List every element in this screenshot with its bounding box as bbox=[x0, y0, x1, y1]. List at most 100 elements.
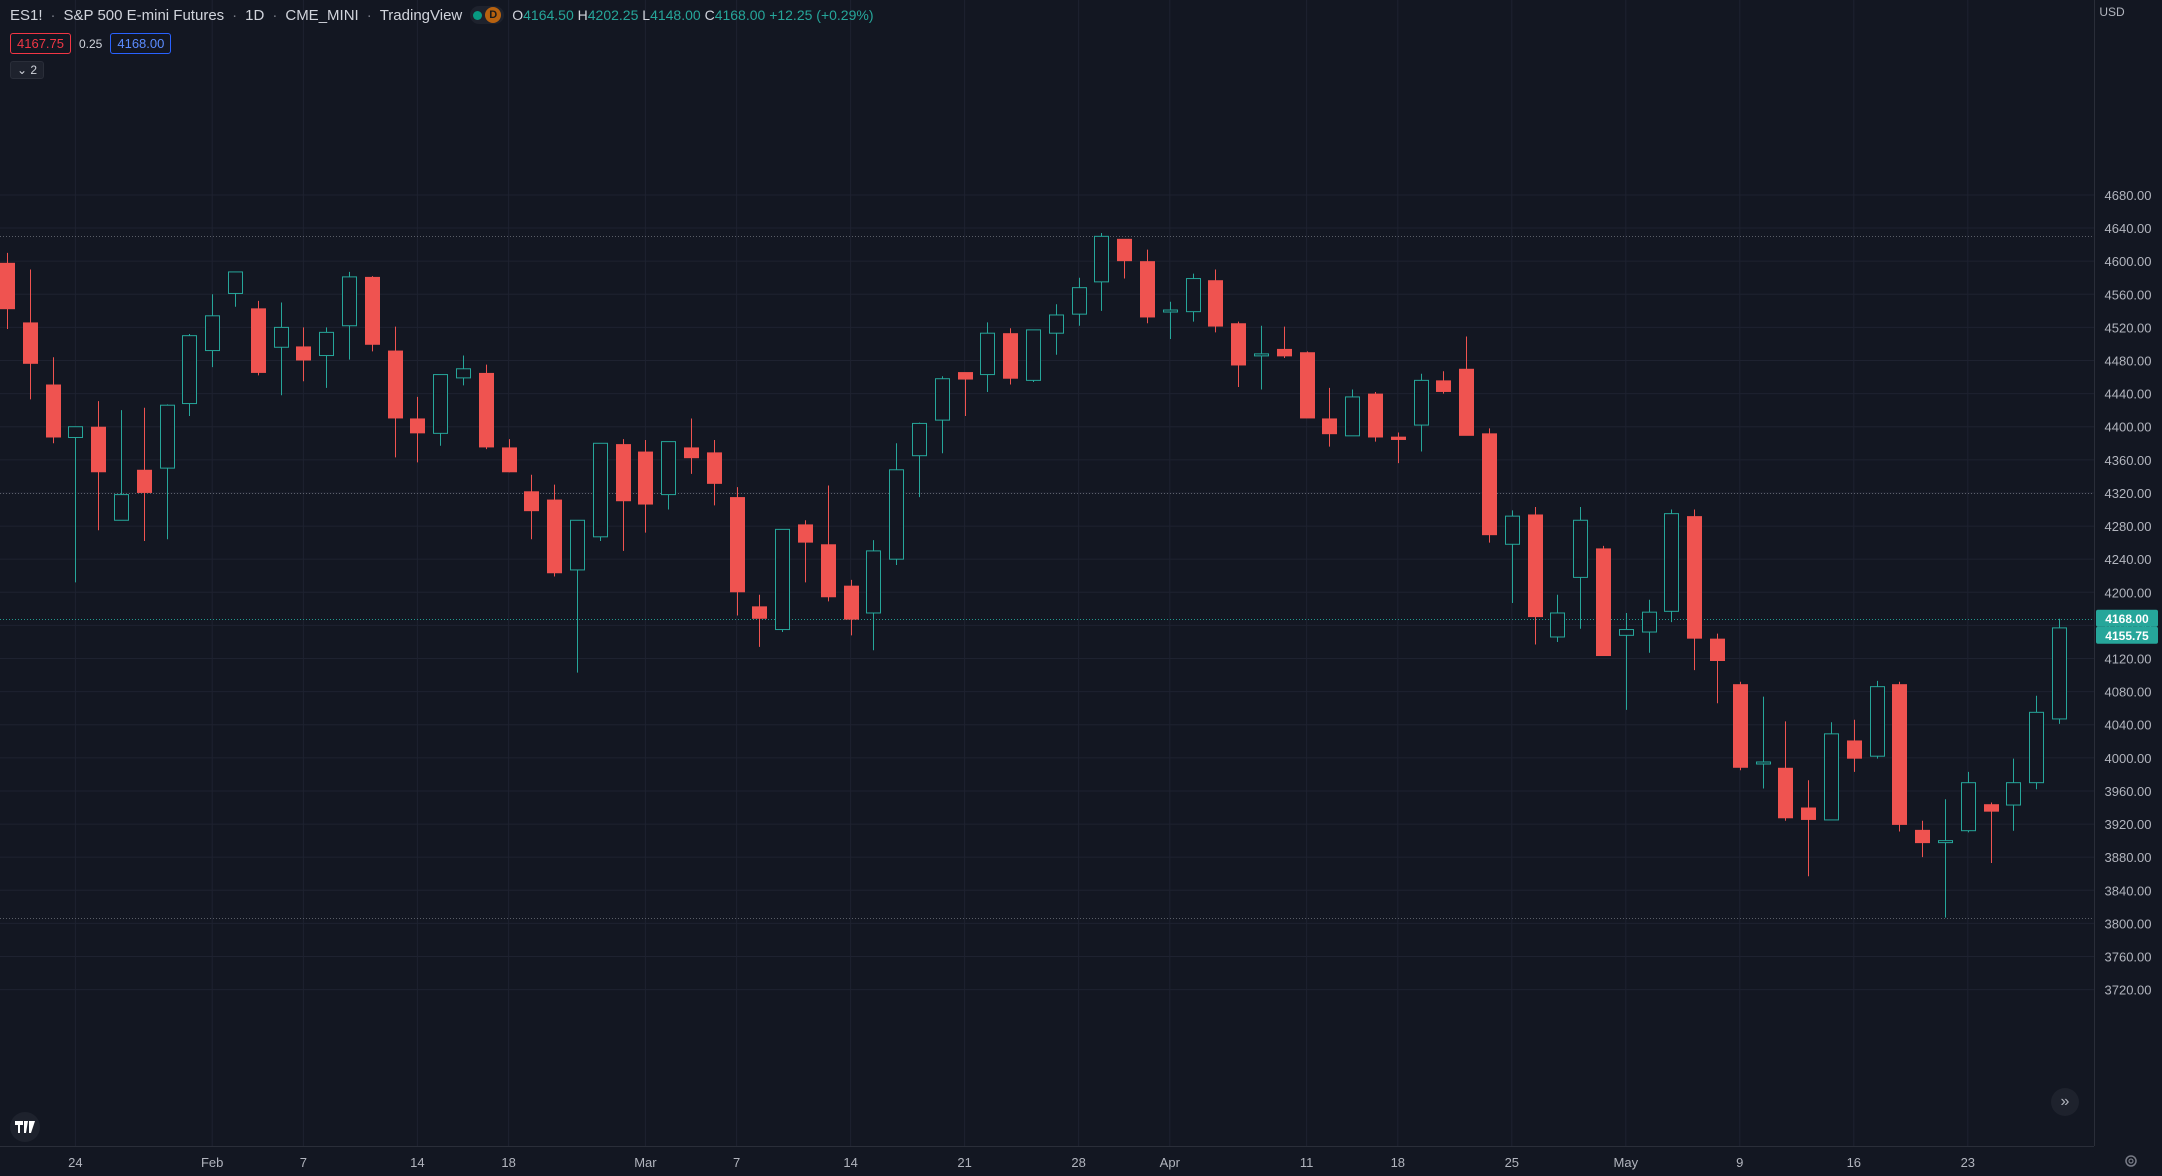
y-tick-label: 4480.00 bbox=[2105, 354, 2152, 369]
symbol-ticker[interactable]: ES1! bbox=[10, 6, 43, 24]
candle-body-up bbox=[114, 494, 129, 521]
candle-body-up bbox=[775, 528, 790, 631]
candle-body-down bbox=[1208, 280, 1223, 327]
candle-body-up bbox=[593, 442, 608, 538]
tradingview-logo-icon[interactable] bbox=[10, 1112, 40, 1142]
x-tick-label: 25 bbox=[1505, 1155, 1519, 1170]
candle-body-down bbox=[1436, 380, 1451, 392]
candle-body-up bbox=[1254, 353, 1269, 357]
candle-body-down bbox=[1300, 352, 1315, 419]
high-value: 4202.25 bbox=[587, 7, 639, 23]
delayed-data-badge[interactable]: D bbox=[485, 7, 502, 23]
candle-body-up bbox=[1573, 519, 1588, 578]
candle-body-down bbox=[1231, 323, 1246, 366]
x-tick-label: 7 bbox=[300, 1155, 307, 1170]
candle-body-down bbox=[1482, 433, 1497, 536]
low-value: 4148.00 bbox=[650, 7, 701, 23]
candle-body-up bbox=[456, 368, 471, 379]
candle-body-down bbox=[1801, 807, 1816, 820]
legend-separator: · bbox=[50, 6, 56, 24]
x-tick-label: 21 bbox=[957, 1155, 971, 1170]
y-tick-label: 4440.00 bbox=[2105, 387, 2152, 402]
candle-body-up bbox=[1094, 235, 1109, 283]
x-tick-label: 28 bbox=[1071, 1155, 1085, 1170]
candle-body-up bbox=[661, 441, 676, 496]
spread-value: 0.25 bbox=[79, 36, 103, 51]
candle-body-up bbox=[1072, 287, 1087, 315]
last-price-tag bbox=[2096, 609, 2158, 627]
candle-body-up bbox=[1414, 379, 1429, 426]
currency-label: USD bbox=[2099, 5, 2125, 19]
candle-body-down bbox=[958, 372, 973, 380]
x-tick-label: 7 bbox=[733, 1155, 740, 1170]
candle-body-down bbox=[1596, 548, 1611, 657]
y-tick-label: 4560.00 bbox=[2105, 287, 2152, 302]
exchange-label: CME_MINI bbox=[285, 6, 359, 24]
candle-body-down bbox=[1117, 238, 1132, 262]
candle-body-down bbox=[844, 585, 859, 620]
candle-body-down bbox=[1459, 368, 1474, 436]
candle-body-down bbox=[365, 276, 380, 345]
y-tick-label: 3920.00 bbox=[2105, 817, 2152, 832]
legend-separator: · bbox=[366, 6, 372, 24]
symbol-legend: ES1! · S&P 500 E-mini Futures · 1D · CME… bbox=[10, 6, 873, 24]
candle-body-up bbox=[1505, 515, 1520, 545]
candle-body-down bbox=[296, 346, 311, 361]
candle-body-up bbox=[1938, 840, 1953, 844]
candle-body-down bbox=[502, 447, 517, 473]
candle-body-down bbox=[798, 524, 813, 543]
x-tick-label: Mar bbox=[634, 1155, 657, 1170]
candle-body-up bbox=[2052, 627, 2067, 720]
quote-row: 4167.75 0.25 4168.00 bbox=[10, 33, 172, 54]
indicators-toggle-button[interactable]: ⌄ 2 bbox=[10, 61, 45, 79]
buy-price-button[interactable]: 4168.00 bbox=[110, 33, 172, 54]
candle-body-down bbox=[1915, 829, 1930, 844]
legend-separator: · bbox=[272, 6, 278, 24]
candle-body-up bbox=[866, 550, 881, 614]
candle-body-up bbox=[935, 378, 950, 421]
y-tick-label: 4040.00 bbox=[2105, 718, 2152, 733]
candle-body-down bbox=[410, 418, 425, 434]
y-tick-label: 4240.00 bbox=[2105, 552, 2152, 567]
market-status[interactable]: D bbox=[470, 6, 505, 24]
y-tick-label: 3960.00 bbox=[2105, 784, 2152, 799]
candle-body-down bbox=[1277, 348, 1292, 357]
data-source-label: TradingView bbox=[379, 6, 463, 24]
tv-logo-mark bbox=[15, 1121, 35, 1133]
candle-body-up bbox=[68, 426, 83, 438]
last-price-label: 4168.00 bbox=[2105, 612, 2149, 626]
chart-settings-gear-icon[interactable] bbox=[2121, 1151, 2141, 1171]
candle-body-down bbox=[730, 497, 745, 593]
prev-close-tag bbox=[2096, 626, 2158, 644]
chevron-down-icon: ⌄ bbox=[17, 63, 28, 77]
candle-body-up bbox=[228, 271, 243, 294]
candle-body-down bbox=[1733, 684, 1748, 768]
candle-body-up bbox=[1619, 629, 1634, 636]
candle-body-up bbox=[2006, 782, 2021, 806]
sell-price-button[interactable]: 4167.75 bbox=[10, 33, 71, 54]
interval-label[interactable]: 1D bbox=[245, 6, 265, 24]
y-tick-label: 4520.00 bbox=[2105, 320, 2152, 335]
candle-body-up bbox=[274, 326, 289, 348]
candle-body-down bbox=[1368, 393, 1383, 438]
candle-body-down bbox=[1984, 804, 1999, 812]
y-tick-label: 4280.00 bbox=[2105, 519, 2152, 534]
candle-body-down bbox=[1140, 261, 1155, 318]
x-tick-label: Feb bbox=[201, 1155, 223, 1170]
candle-body-down bbox=[23, 322, 38, 364]
candle-body-up bbox=[433, 374, 448, 434]
candle-body-down bbox=[707, 452, 722, 484]
candle-body-down bbox=[1778, 767, 1793, 819]
y-tick-label: 4000.00 bbox=[2105, 751, 2152, 766]
price-axis-panel bbox=[2094, 0, 2162, 1176]
x-tick-label: Apr bbox=[1160, 1155, 1181, 1170]
candle-body-down bbox=[251, 308, 266, 373]
scroll-to-realtime-button[interactable]: » bbox=[2051, 1088, 2079, 1116]
symbol-description[interactable]: S&P 500 E-mini Futures bbox=[63, 6, 225, 24]
candle-body-down bbox=[1687, 516, 1702, 639]
candle-body-down bbox=[616, 444, 631, 502]
candle-body-down bbox=[547, 499, 562, 574]
y-tick-label: 4360.00 bbox=[2105, 453, 2152, 468]
